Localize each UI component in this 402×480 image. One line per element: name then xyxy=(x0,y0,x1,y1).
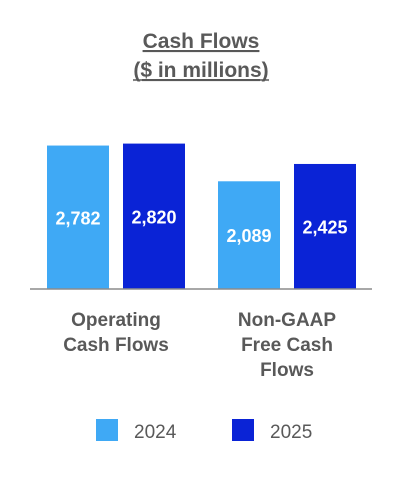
category-labels: Operating Cash Flows Non-GAAP Free Cash Flow… xyxy=(63,310,336,381)
category-label-2: Non-GAAP Free Cash Flows xyxy=(238,310,336,381)
bar-2025-1 xyxy=(123,143,185,289)
chart-title-group: Cash Flows ($ in millions) xyxy=(133,30,269,82)
legend-swatch-2025 xyxy=(232,419,254,441)
bar-2025-2 xyxy=(294,163,356,289)
legend-swatch-2024 xyxy=(96,419,118,441)
legend: 2024 2025 xyxy=(96,419,312,443)
bars-group: 2,782 2,089 2,820 2,425 xyxy=(47,143,356,289)
data-label-2025-1: 2,820 xyxy=(131,207,176,227)
data-label-2025-2: 2,425 xyxy=(302,217,347,237)
legend-label-2024: 2024 xyxy=(134,422,177,443)
category-label-1: Operating Cash Flows xyxy=(63,310,169,356)
bar-2024-2 xyxy=(218,181,280,289)
bar-2024-1 xyxy=(47,145,109,289)
data-label-2024-2: 2,089 xyxy=(226,226,271,246)
chart-title: Cash Flows xyxy=(143,30,260,53)
data-label-2024-1: 2,782 xyxy=(55,208,100,228)
legend-label-2025: 2025 xyxy=(270,422,312,443)
chart-subtitle: ($ in millions) xyxy=(133,59,268,82)
